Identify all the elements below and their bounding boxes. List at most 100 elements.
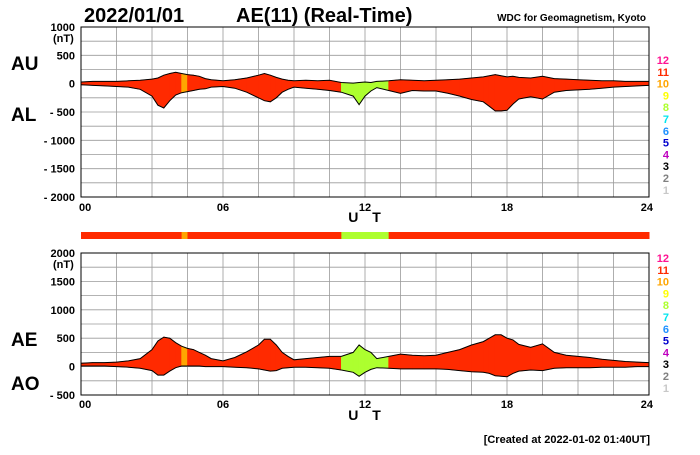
strip-segment — [157, 232, 165, 239]
au-al-panel: 1000 500 0 - 500 - 1000 - 1500 - 2000 (nT) 00 06 1… — [11, 22, 654, 225]
y-tick-label: 0 — [69, 79, 75, 91]
strip-segment — [578, 232, 591, 239]
strip-segment — [282, 232, 289, 239]
area-segment — [400, 353, 413, 370]
area-segment — [169, 337, 176, 372]
strip-segment — [447, 232, 461, 239]
station-scale-label: 10 — [657, 79, 669, 91]
x-tick-label: 18 — [501, 399, 513, 411]
strip-segment — [128, 232, 141, 239]
strip-segment — [365, 232, 372, 239]
area-segment — [193, 74, 200, 91]
area-segment — [139, 78, 153, 97]
y-tick-label: 1500 — [51, 276, 75, 288]
station-scale-label: 5 — [663, 138, 669, 150]
area-segment — [530, 75, 543, 100]
ae-ao-panel: 2000 1500 1000 500 0 - 500 (nT) 00 06 12 18 24 U T AE… — [11, 248, 654, 423]
station-scale-label: 10 — [657, 277, 669, 289]
strip-segment — [512, 232, 520, 239]
area-segment — [364, 349, 372, 373]
y-tick-label: 2000 — [51, 248, 75, 260]
area-segment — [187, 74, 194, 92]
strip-segment — [424, 232, 437, 239]
al-trace — [80, 84, 650, 112]
strip-segment — [601, 232, 614, 239]
area-segment — [500, 334, 508, 378]
strip-segment — [495, 232, 502, 239]
area-segment — [358, 344, 366, 377]
strip-segment — [400, 232, 413, 239]
area-segment — [500, 75, 508, 112]
area-segment — [554, 78, 567, 93]
unit-label: (nT) — [53, 259, 74, 271]
strip-segment — [205, 232, 212, 239]
strip-segment — [471, 232, 484, 239]
area-segment — [488, 74, 496, 112]
strip-segment — [341, 232, 354, 239]
station-scale-label: 7 — [663, 114, 669, 126]
strip-segment — [92, 232, 106, 239]
credit-label: WDC for Geomagnetism, Kyoto — [497, 13, 646, 24]
strip-segment — [637, 232, 650, 239]
station-scale-label: 11 — [657, 265, 669, 277]
ae-trace — [80, 334, 650, 364]
station-scale-label: 5 — [663, 336, 669, 348]
area-segment — [264, 73, 271, 103]
strip-segment — [246, 232, 259, 239]
strip-segment — [489, 232, 496, 239]
created-timestamp: [Created at 2022-01-02 01:40UT] — [484, 434, 651, 446]
station-count-strip — [81, 232, 650, 239]
x-tick-label: 06 — [217, 202, 229, 214]
strip-segment — [359, 232, 366, 239]
strip-segment — [566, 232, 579, 239]
x-tick-label: 24 — [641, 202, 654, 214]
area-segment — [258, 73, 265, 102]
station-scale-label: 6 — [663, 126, 669, 138]
strip-segment — [554, 232, 567, 239]
station-scale-label: 8 — [663, 102, 669, 114]
x-axis-label: U T — [348, 209, 386, 225]
y-tick-label: - 2000 — [44, 192, 75, 204]
strip-segment — [542, 232, 555, 239]
y-tick-label: - 500 — [50, 107, 75, 119]
strip-segment — [376, 232, 390, 239]
strip-segment — [501, 232, 508, 239]
y-tick-label: 1000 — [51, 22, 75, 34]
strip-segment — [175, 232, 183, 239]
strip-segment — [294, 232, 307, 239]
strip-segment — [317, 232, 330, 239]
area-segment — [471, 76, 484, 103]
index-title: AE(11) (Real-Time) — [236, 5, 412, 27]
strip-segment — [187, 232, 194, 239]
station-scale-label: 4 — [663, 347, 670, 359]
station-scale-label: 11 — [657, 67, 669, 79]
strip-segment — [288, 232, 295, 239]
station-scale-label: 7 — [663, 312, 669, 324]
area-segment — [181, 73, 188, 94]
au-trace — [80, 71, 649, 84]
area-segment — [163, 336, 171, 376]
station-scale-label: 4 — [663, 149, 670, 161]
strip-segment — [163, 232, 171, 239]
area-segment — [494, 334, 502, 377]
strip-segment — [211, 232, 224, 239]
area-segment — [317, 356, 330, 369]
area-segment — [423, 79, 437, 92]
strip-segment — [104, 232, 117, 239]
strip-segment — [169, 232, 177, 239]
area-segment — [577, 356, 591, 369]
station-scale-label: 12 — [657, 253, 669, 265]
strip-segment — [181, 232, 188, 239]
strip-segment — [140, 232, 153, 239]
y-tick-label: 500 — [57, 50, 75, 62]
strip-segment — [459, 232, 472, 239]
station-scale-label: 12 — [657, 55, 669, 67]
x-tick-label: 00 — [79, 399, 91, 411]
area-segment — [187, 348, 194, 367]
x-tick-label: 12 — [359, 399, 371, 411]
plot-frame — [80, 252, 650, 396]
area-segment — [352, 344, 360, 377]
